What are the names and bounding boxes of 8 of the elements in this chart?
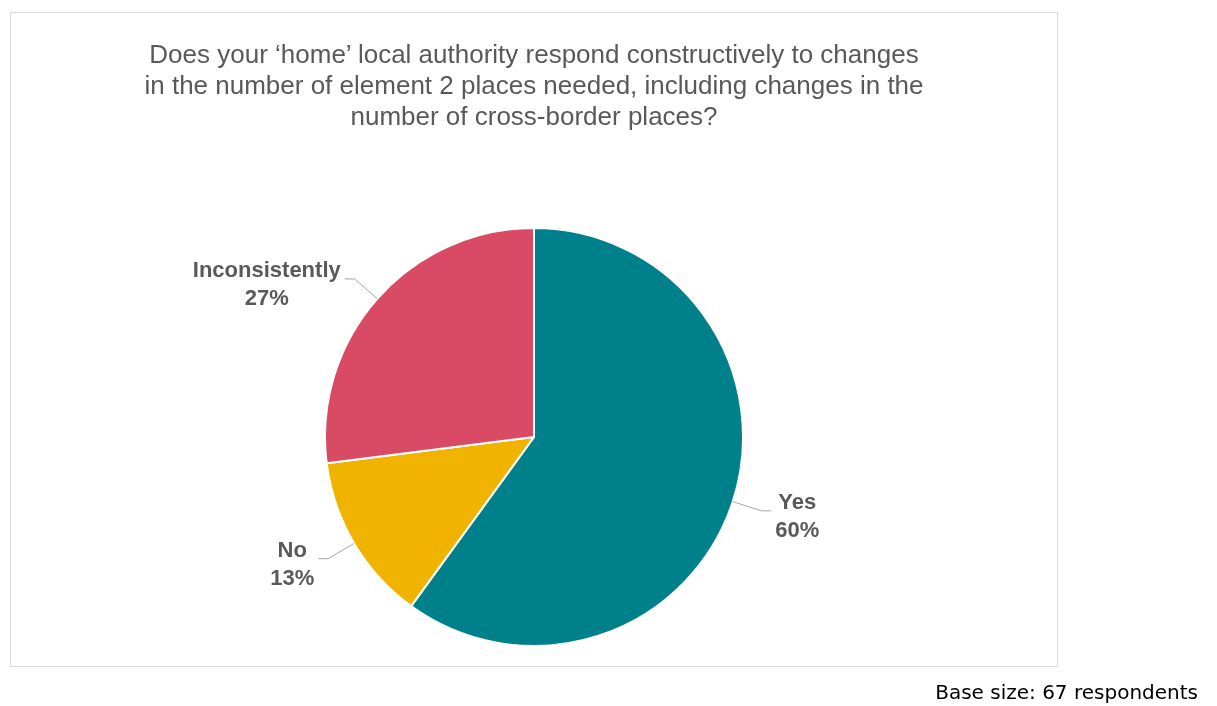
slice-label: Inconsistently <box>192 257 342 283</box>
data-label: 13% <box>270 564 315 590</box>
text: Base size: 67 respondents <box>935 680 1198 704</box>
data-label: 60% <box>775 516 820 542</box>
chart-title: Does your ‘home’ local authority respond constructively to changes in the number of element 2 places needed, including changes in the number of cross-border places? <box>143 39 925 132</box>
slice-label: Yes <box>778 488 817 514</box>
slice-label: No <box>277 536 307 562</box>
data-label: 27% <box>244 285 289 311</box>
